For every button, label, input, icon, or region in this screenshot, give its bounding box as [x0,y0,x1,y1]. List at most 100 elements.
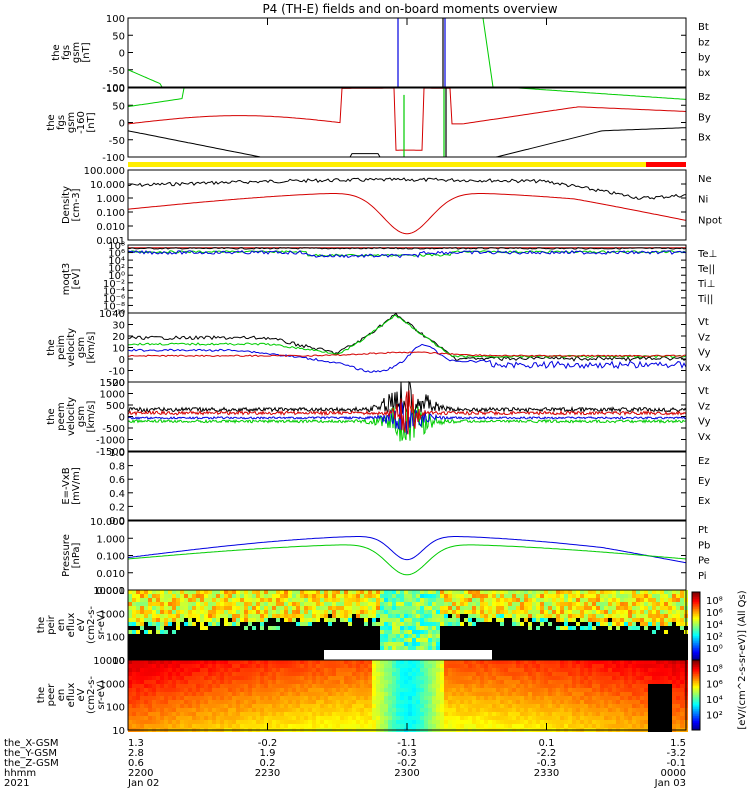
ylabel-line: [km/s] [86,331,97,363]
panel-frame-fgs_gsm [127,17,687,88]
ylabel-density: Density [cm-3] [61,186,82,224]
ytick-label: 10000 [93,656,125,667]
ytick-label: 10⁻⁶ [103,294,125,305]
colorbar-tick: 10⁴ [706,620,723,631]
ytick-label: 50 [112,101,125,112]
spectrogram-peir [128,590,688,662]
ylabel-line: gsm [76,337,87,358]
ylabel-line: eV [76,688,87,701]
ylabel-line: fgs [61,45,72,60]
legend-Pi: Pi [698,571,707,582]
ylabel-line: the [36,687,47,703]
ytick-label: 0.001 [96,586,125,597]
plot-title: P4 (TH-E) fields and on-board moments ov… [262,2,557,16]
ytick-label: -100 [102,153,125,164]
ylabel-fgs_gsm_160: the fgs gsm -160 [nT] [46,111,97,134]
ylabel-line: the [36,617,47,633]
xaxis-value: 1.9 [260,748,276,759]
series-Pi [127,536,687,564]
series-peim-Vz [127,351,687,358]
xaxis-row-label: the_X-GSM [4,738,58,749]
ytick-label: 10⁸ [108,241,125,252]
ylabel-line: [eV] [71,269,82,290]
series-peim-Vx [127,343,687,373]
ytick-label: 10 [112,344,125,355]
ylabel-line: peem [56,402,67,430]
ytick-label: -1000 [96,436,125,447]
colorbar-tick: 10⁶ [706,680,723,691]
panel-frame-peem_velocity [127,381,687,452]
ytick-label: 1500 [100,378,125,389]
colorbar-tick: 10⁶ [706,608,723,619]
panel-frame-density [127,169,687,241]
ylabel-line: sr-eV) [96,610,107,639]
series-peem-Vx [127,402,687,436]
ylabel-line: velocity [66,328,77,367]
colorbar-tick: 10⁰ [706,644,723,655]
xaxis-value: 0.2 [260,758,276,769]
legend-Vy: Vy [698,348,711,359]
xaxis-value: 1.3 [128,738,144,749]
legend-Pb: Pb [698,540,710,551]
ytick-label: 0 [119,119,125,130]
ytick-label: 0.100 [96,208,125,219]
ylabel-line: gsm [71,42,82,63]
ytick-label: -50 [109,136,125,147]
ytick-label: 10.000 [90,180,125,191]
colorbar-tick: 10⁴ [706,695,723,706]
ylabel-line: (cm2-s- [86,606,97,644]
ylabel-peer_spec: the peer en eflux eV (cm2-s-sr-eV) [36,676,107,714]
xaxis-value: -0.3 [397,748,417,759]
xaxis-value: 1.5 [670,738,686,749]
ytick-label: 1000 [100,390,125,401]
xaxis-value: 2.8 [128,748,144,759]
ytick-label: 0.010 [96,222,125,233]
ylabel-peir_spec: the peir en eflux eV (cm2-s-sr-eV) [36,606,107,644]
ylabel-line: moqt3 [61,263,72,296]
ytick-label: 100 [106,14,125,25]
ytick-label: 1000 [100,679,125,690]
legend-Ti⊥: Ti⊥ [697,279,715,290]
flag-bar-yellow [128,162,646,167]
xaxis-value: -0.2 [397,758,417,769]
ytick-label: 1.000 [96,194,125,205]
xaxis-value: 2300 [394,768,419,779]
colorbar-label: [eV/(cm^2-s-sr-eV)] (All Qs) [737,590,748,729]
ytick-label: 10⁴ [108,256,125,267]
ytick-label: -500 [102,424,125,435]
ytick-label: 100 [106,84,125,95]
legend-Vx: Vx [698,432,711,443]
ytick-label: -1500 [96,447,125,458]
ytick-label: 10² [108,264,125,275]
series-peim-Vy [128,314,687,359]
colorbar-tick: 10⁸ [706,596,723,607]
xaxis-row-label: the_Z-GSM [4,758,59,769]
ytick-label: -20 [109,378,125,389]
xaxis-value: Jan 03 [654,778,686,789]
series-Ni [127,177,687,200]
ytick-label: 1.0 [109,448,125,459]
legend-Vz: Vz [698,332,710,343]
ytick-label: 0.001 [96,236,125,247]
ylabel-pressure: Pressure [nPa] [61,534,82,577]
xaxis-row-label: hhmm [4,768,36,779]
ytick-label: 10⁶ [108,249,125,260]
ytick-label: 0 [119,413,125,424]
colorbar-tick: 10⁸ [706,664,723,675]
ytick-label: 0.100 [96,552,125,563]
xaxis-row-label: the_Y-GSM [4,748,57,759]
ylabel-line: fgs [56,115,67,130]
ylabel-peem_velocity: the peem velocity gsm [km/s] [46,397,97,436]
legend-by: by [698,53,710,64]
xaxis-value: -2.2 [537,748,557,759]
ytick-label: 100 [106,703,125,714]
legend-Vt: Vt [698,386,709,397]
series-Ne [127,193,687,235]
ylabel-line: sr-eV) [96,680,107,709]
ytick-label: 0 [119,49,125,60]
legend-Vx: Vx [698,363,711,374]
ylabel-temperature: moqt3 [eV] [61,263,82,296]
ytick-label: 10⁻¹⁰ [99,309,125,320]
ytick-label: 10 [112,726,125,737]
